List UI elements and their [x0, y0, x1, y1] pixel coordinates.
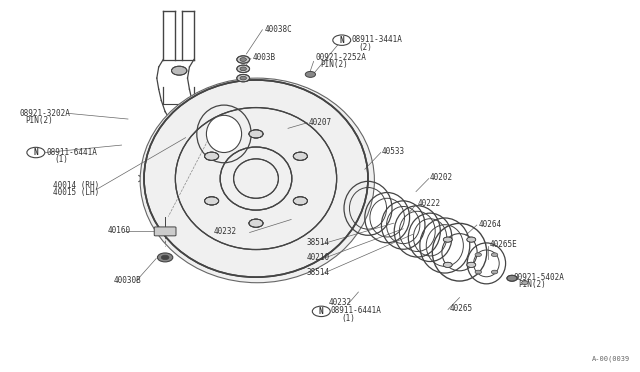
Ellipse shape	[206, 115, 242, 153]
Text: 40533: 40533	[382, 147, 405, 156]
Circle shape	[492, 270, 498, 274]
Circle shape	[27, 147, 45, 158]
Circle shape	[249, 219, 263, 227]
Circle shape	[333, 35, 351, 45]
Circle shape	[205, 152, 219, 160]
FancyBboxPatch shape	[154, 227, 176, 236]
Text: 38514: 38514	[307, 268, 330, 277]
Circle shape	[240, 67, 246, 71]
Circle shape	[249, 219, 263, 227]
Text: 40202: 40202	[430, 173, 453, 182]
Circle shape	[522, 281, 528, 285]
Circle shape	[237, 56, 250, 63]
Circle shape	[240, 76, 246, 80]
Text: 40160: 40160	[108, 226, 131, 235]
Circle shape	[467, 237, 476, 242]
Text: N: N	[339, 36, 344, 45]
Circle shape	[172, 66, 187, 75]
Circle shape	[467, 262, 476, 267]
Circle shape	[305, 71, 316, 77]
Text: N: N	[33, 148, 38, 157]
Circle shape	[444, 237, 452, 242]
Circle shape	[492, 253, 498, 257]
Text: 4003B: 4003B	[253, 53, 276, 62]
Circle shape	[444, 262, 452, 267]
Circle shape	[237, 65, 250, 73]
Text: A-00(0039: A-00(0039	[592, 355, 630, 362]
Text: 40264: 40264	[479, 220, 502, 229]
Text: 40207: 40207	[309, 118, 332, 126]
Text: (1): (1)	[54, 155, 68, 164]
Circle shape	[157, 253, 173, 262]
Circle shape	[507, 275, 517, 281]
Text: 40210: 40210	[307, 253, 330, 262]
Circle shape	[205, 197, 219, 205]
Text: 40222: 40222	[417, 199, 440, 208]
Text: (2): (2)	[358, 43, 372, 52]
Circle shape	[237, 74, 250, 82]
Text: 40265: 40265	[450, 304, 473, 313]
Circle shape	[240, 58, 246, 61]
Circle shape	[205, 152, 219, 160]
Text: (1): (1)	[341, 314, 355, 323]
Circle shape	[249, 130, 263, 138]
Text: 40015 (LH): 40015 (LH)	[53, 188, 99, 197]
Circle shape	[475, 270, 481, 274]
Text: 08911-6441A: 08911-6441A	[47, 148, 97, 157]
Text: 08921-3202A: 08921-3202A	[19, 109, 70, 118]
Text: 00921-2252A: 00921-2252A	[316, 53, 366, 62]
Text: PIN(2): PIN(2)	[26, 116, 53, 125]
Text: PIN(2): PIN(2)	[518, 280, 546, 289]
Ellipse shape	[140, 78, 374, 283]
Circle shape	[293, 152, 307, 160]
Circle shape	[205, 197, 219, 205]
Text: 40265E: 40265E	[490, 240, 517, 249]
Text: N: N	[319, 307, 324, 316]
Text: 00921-5402A: 00921-5402A	[513, 273, 564, 282]
Text: 40014 (RH): 40014 (RH)	[53, 181, 99, 190]
Circle shape	[312, 306, 330, 317]
Circle shape	[161, 255, 169, 260]
Text: 38514: 38514	[307, 238, 330, 247]
Text: PIN(2): PIN(2)	[320, 60, 348, 69]
Text: 40030B: 40030B	[114, 276, 141, 285]
Circle shape	[293, 197, 307, 205]
Circle shape	[249, 130, 263, 138]
Text: 40038C: 40038C	[264, 25, 292, 34]
Text: 40232: 40232	[328, 298, 351, 307]
Text: 08911-6441A: 08911-6441A	[330, 306, 381, 315]
Circle shape	[293, 152, 307, 160]
Text: 40232: 40232	[214, 227, 237, 236]
Circle shape	[293, 197, 307, 205]
Text: 08911-3441A: 08911-3441A	[352, 35, 403, 44]
Circle shape	[475, 253, 481, 257]
